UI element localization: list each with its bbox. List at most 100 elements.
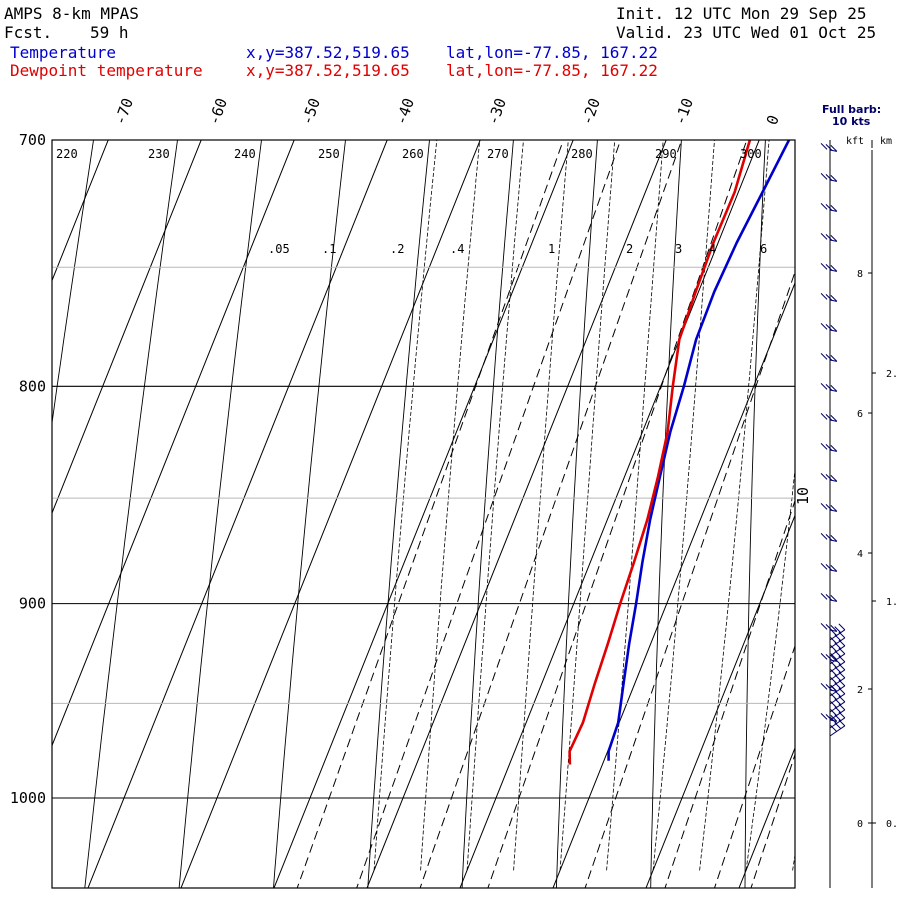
barb-flag — [838, 719, 846, 727]
barb-flag — [820, 623, 828, 630]
wind-barb — [820, 443, 838, 452]
barb-flag — [830, 685, 837, 692]
moist-adiabat — [420, 140, 481, 871]
barb-flag — [830, 535, 838, 542]
mixing-ratio-label: 1 — [548, 242, 555, 256]
wind-barb — [829, 695, 846, 713]
kft-tick-label: 0 — [857, 819, 863, 830]
wind-barb — [829, 703, 846, 721]
barb-flag — [834, 658, 842, 666]
isotherm — [0, 113, 26, 900]
dry-adiabat — [84, 140, 178, 888]
wind-barb — [820, 473, 838, 482]
temperature-latlon: lat,lon=-77.85, 167.22 — [446, 43, 658, 62]
theta-label: 270 — [487, 147, 509, 161]
barb-flag — [830, 295, 838, 302]
mixing-ratio-line — [799, 114, 900, 900]
wind-barb — [820, 713, 838, 722]
barb-flag — [838, 631, 846, 639]
mixing-ratio-label: 2 — [626, 242, 633, 256]
mixing-ratio-label: 4 — [709, 242, 716, 256]
barb-flag — [830, 445, 838, 452]
barb-flag — [825, 174, 833, 181]
barb-flag — [830, 565, 838, 572]
mixing-ratio-line — [487, 140, 748, 888]
wind-barb — [820, 233, 838, 242]
temperature-tick-label: -30 — [484, 96, 510, 128]
theta-label: 250 — [318, 147, 340, 161]
barb-flag — [834, 642, 842, 650]
wind-panel: Full barb:10 kts kft km 8 6 4 2 0 2. 1. 0. — [820, 103, 898, 888]
barb-staff — [829, 637, 846, 649]
wind-barb — [829, 655, 846, 673]
barb-flag — [830, 505, 838, 512]
barb-flag — [820, 233, 828, 240]
barb-flag — [838, 679, 846, 687]
wind-barb — [820, 563, 838, 572]
theta-label: 220 — [56, 147, 78, 161]
theta-label: 240 — [234, 147, 256, 161]
background-lines — [0, 113, 900, 900]
barb-flag — [820, 563, 828, 570]
wind-barb — [820, 143, 838, 152]
barb-flag — [830, 629, 837, 636]
kft-tick-label: 2 — [857, 685, 863, 696]
isotherm — [738, 746, 795, 888]
isotherm — [645, 514, 795, 888]
wind-barb — [829, 623, 846, 641]
barb-flag — [825, 654, 833, 661]
forecast-hour: 59 h — [90, 23, 129, 42]
mixing-ratio-line — [419, 140, 683, 888]
barb-flag — [834, 714, 842, 722]
barb-flag — [830, 715, 838, 722]
barb-flag — [825, 264, 833, 271]
dewpoint-latlon: lat,lon=-77.85, 167.22 — [446, 61, 658, 80]
barb-flag — [820, 263, 828, 270]
barb-flag — [830, 653, 837, 660]
mixing-ratio-label: .1 — [322, 242, 336, 256]
barb-flag — [830, 693, 837, 700]
barb-flag — [830, 175, 838, 182]
legend-dewpoint: Dewpoint temperature — [10, 61, 203, 80]
barb-flag — [834, 706, 842, 714]
km-tick-label: 1. — [886, 597, 898, 608]
barb-flag — [838, 671, 846, 679]
barb-flag — [830, 415, 838, 422]
isotherm — [180, 140, 481, 888]
wind-barb — [829, 631, 846, 649]
barb-flag — [820, 203, 828, 210]
barb-flag — [825, 504, 833, 511]
barb-flag — [825, 444, 833, 451]
barb-flag — [825, 474, 833, 481]
mixing-ratio-line — [664, 499, 795, 888]
mixing-ratio-label: .4 — [450, 242, 464, 256]
wind-barb — [820, 173, 838, 182]
wind-barb — [820, 503, 838, 512]
barb-flag — [820, 413, 828, 420]
barb-flag — [830, 677, 837, 684]
barb-flag — [825, 684, 833, 691]
barb-flag — [830, 645, 837, 652]
barb-flag — [825, 414, 833, 421]
barb-staff — [829, 725, 846, 737]
dry-adiabat — [367, 140, 430, 888]
moist-adiabat — [606, 140, 664, 871]
theta-label: 300 — [740, 147, 762, 161]
barb-staff — [829, 685, 846, 697]
barb-staff — [829, 693, 846, 705]
wind-barb — [820, 383, 838, 392]
km-axis-label: km — [880, 136, 892, 147]
wind-barb — [820, 623, 838, 632]
mixing-ratio-line — [584, 270, 795, 888]
barb-staff — [829, 677, 846, 689]
temperature-tick-label: -40 — [392, 96, 418, 128]
barb-flag — [838, 695, 846, 703]
wind-barb — [820, 533, 838, 542]
barb-flag — [838, 647, 846, 655]
dry-adiabat — [178, 140, 262, 888]
wind-barb — [829, 671, 846, 689]
isotherm — [825, 113, 900, 900]
dry-adiabat — [744, 140, 766, 888]
barb-staff — [829, 701, 846, 713]
barb-flag — [820, 143, 828, 150]
